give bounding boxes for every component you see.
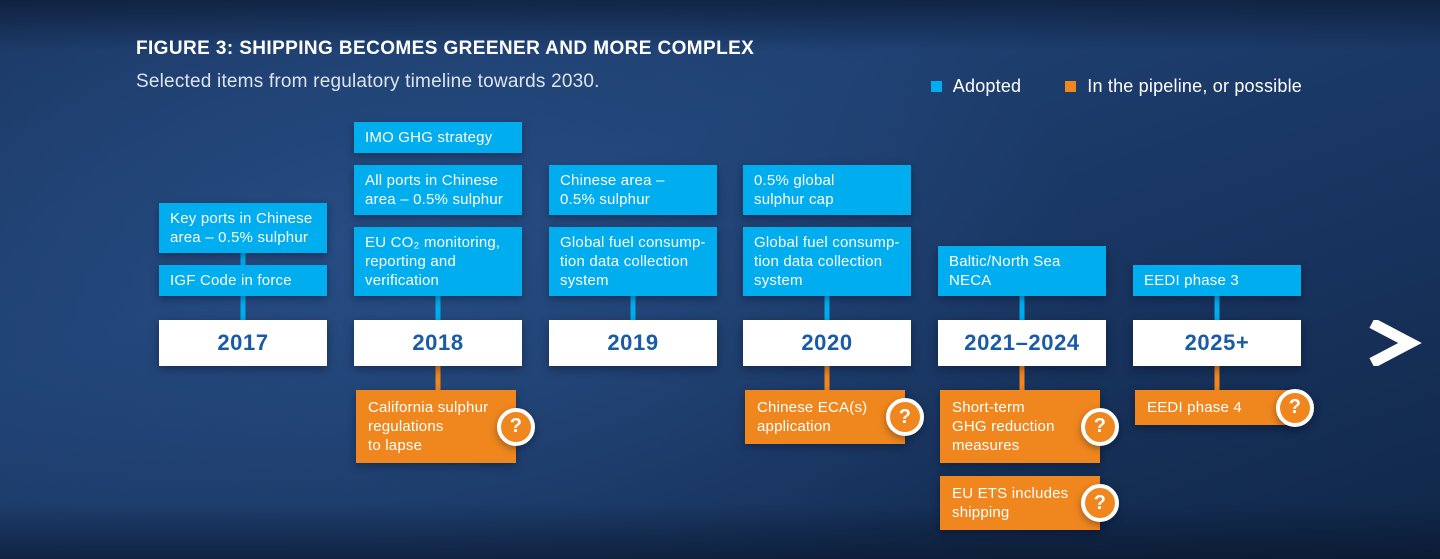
legend-label-pipeline: In the pipeline, or possible <box>1087 76 1302 96</box>
legend: Adopted In the pipeline, or possible <box>930 76 1302 97</box>
pipeline-item-box: Short-term GHG reduction measures? <box>940 390 1119 463</box>
adopted-stack: Chinese area – 0.5% sulphur Global fuel c… <box>549 165 717 296</box>
adopted-item-box: Chinese area – 0.5% sulphur <box>549 165 717 215</box>
year-label: 2020 <box>801 330 853 355</box>
adopted-item-box: Key ports in Chinese area – 0.5% sulphur <box>159 203 327 253</box>
year-label: 2025+ <box>1184 330 1250 355</box>
year-label-box: 2018 <box>354 320 522 366</box>
pipeline-stack: Short-term GHG reduction measures? EU ETS… <box>940 390 1119 530</box>
question-mark-icon: ? <box>886 398 924 436</box>
pipeline-item-box: California sulphur regulations to lapse? <box>356 390 535 463</box>
pipeline-connector-line <box>435 366 441 390</box>
year-label-box: 2017 <box>159 320 327 366</box>
year-label-box: 2025+ <box>1133 320 1301 366</box>
year-label-box: 2020 <box>743 320 911 366</box>
year-label-box: 2021–2024 <box>938 320 1106 366</box>
adopted-connector-line <box>824 296 830 320</box>
pipeline-item-box: EU ETS includes shipping? <box>940 476 1119 530</box>
pipeline-item-box: Chinese ECA(s) application? <box>745 390 924 444</box>
year-label: 2017 <box>217 330 269 355</box>
year-label: 2018 <box>412 330 464 355</box>
legend-label-adopted: Adopted <box>952 76 1022 96</box>
figure-title: FIGURE 3: SHIPPING BECOMES GREENER AND M… <box>136 38 755 59</box>
pipeline-stack: EEDI phase 4? <box>1135 388 1314 427</box>
pipeline-item-label: EEDI phase 4 <box>1147 399 1242 416</box>
pipeline-connector-line <box>824 366 830 390</box>
legend-item-adopted: Adopted <box>930 76 1022 97</box>
adopted-item-box: Global fuel consump- tion data collectio… <box>549 227 717 296</box>
timeline-column-2019: Chinese area – 0.5% sulphur Global fuel c… <box>549 0 717 559</box>
adopted-stack: IMO GHG strategy All ports in Chinese are… <box>354 122 522 296</box>
timeline-column-2020: 0.5% global sulphur cap Global fuel consu… <box>743 0 924 559</box>
pipeline-connector-line <box>1019 366 1025 390</box>
question-mark-icon: ? <box>1081 407 1119 446</box>
pipeline-item-label: California sulphur regulations to lapse <box>368 399 489 454</box>
timeline-column-2018: IMO GHG strategy All ports in Chinese are… <box>354 0 535 559</box>
adopted-color-swatch-icon <box>930 81 942 92</box>
pipeline-item-label: Short-term GHG reduction measures <box>952 399 1055 454</box>
adopted-stack: 0.5% global sulphur cap Global fuel consu… <box>743 165 911 296</box>
pipeline-item-label: Chinese ECA(s) application <box>757 399 868 435</box>
timeline-column-2025+: EEDI phase 3 2025+ EEDI phase 4? <box>1133 0 1314 559</box>
year-label-box: 2019 <box>549 320 717 366</box>
pipeline-connector-line <box>1214 366 1220 390</box>
pipeline-color-swatch-icon <box>1065 81 1077 92</box>
adopted-item-box: 0.5% global sulphur cap <box>743 165 911 215</box>
adopted-item-box: EEDI phase 3 <box>1133 265 1301 296</box>
question-mark-icon: ? <box>497 407 535 446</box>
adopted-item-box: All ports in Chinese area – 0.5% sulphur <box>354 165 522 215</box>
year-label: 2019 <box>607 330 659 355</box>
adopted-stack: EEDI phase 3 <box>1133 265 1301 296</box>
timeline-column-2017: Key ports in Chinese area – 0.5% sulphur… <box>159 0 327 559</box>
legend-item-pipeline: In the pipeline, or possible <box>1065 76 1302 97</box>
adopted-connector-line <box>630 296 636 320</box>
adopted-connector-line <box>435 296 441 320</box>
question-mark-icon: ? <box>1081 484 1119 522</box>
adopted-item-box: IMO GHG strategy <box>354 122 522 153</box>
adopted-connector-line <box>1214 296 1220 320</box>
question-mark-icon: ? <box>1276 388 1314 427</box>
pipeline-item-box: EEDI phase 4? <box>1135 388 1314 427</box>
adopted-item-box: EU CO₂ monitoring, reporting and verific… <box>354 227 522 296</box>
adopted-stack: Key ports in Chinese area – 0.5% sulphur… <box>159 203 327 296</box>
adopted-connector-line <box>240 296 246 320</box>
timeline-column-2021–2024: Baltic/North Sea NECA 2021–2024 Short-term… <box>938 0 1119 559</box>
figure-subtitle: Selected items from regulatory timeline … <box>136 71 600 92</box>
adopted-item-box: IGF Code in force <box>159 265 327 296</box>
pipeline-item-label: EU ETS includes shipping <box>952 485 1069 521</box>
year-label: 2021–2024 <box>964 330 1080 355</box>
adopted-item-box: Baltic/North Sea NECA <box>938 246 1106 296</box>
adopted-connector-line <box>1019 296 1025 320</box>
adopted-stack: Baltic/North Sea NECA <box>938 246 1106 296</box>
adopted-item-box: Global fuel consump- tion data collectio… <box>743 227 911 296</box>
pipeline-stack: Chinese ECA(s) application? <box>745 390 924 444</box>
pipeline-stack: California sulphur regulations to lapse? <box>356 390 535 463</box>
